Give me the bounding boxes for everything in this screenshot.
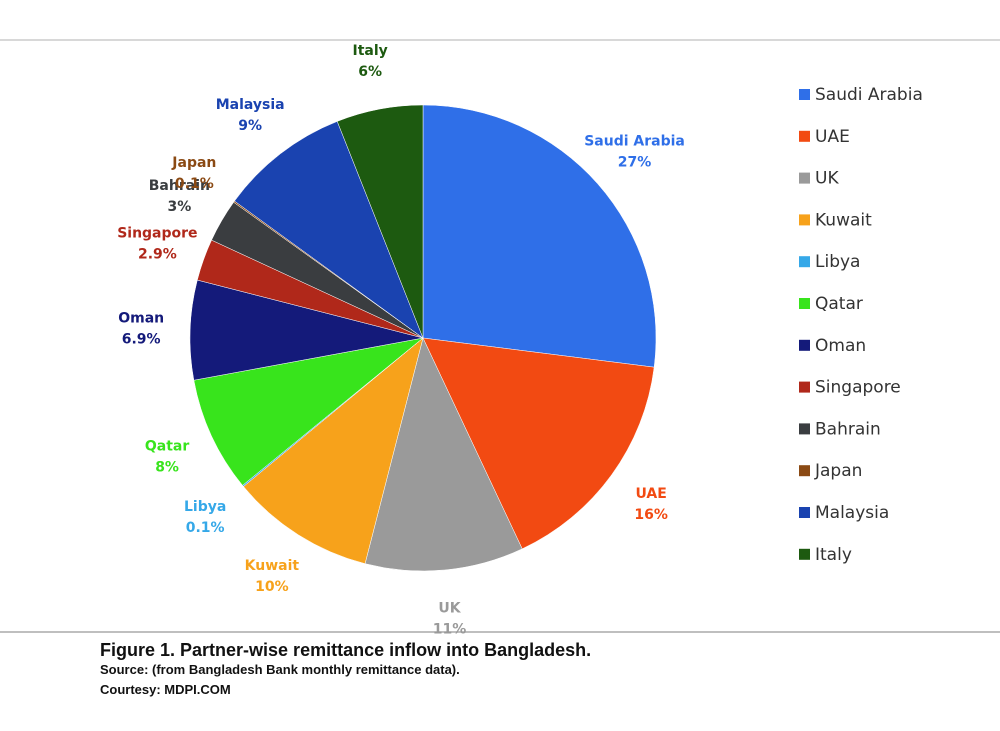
slice-label-value: 16%: [634, 507, 668, 523]
slice-label-value: 6%: [358, 64, 382, 80]
caption-courtesy: Courtesy: MDPI.COM: [100, 682, 231, 697]
legend-label: Saudi Arabia: [815, 85, 923, 105]
legend-label: Kuwait: [815, 210, 872, 230]
legend-label: UAE: [815, 127, 850, 147]
legend-swatch: [799, 172, 810, 184]
slice-label-name: Libya: [184, 499, 226, 515]
legend-swatch: [799, 214, 810, 226]
caption-source: Source: (from Bangladesh Bank monthly re…: [100, 662, 460, 677]
slice-label-name: Qatar: [145, 438, 189, 454]
pie-slice: [422, 337, 655, 550]
legend-swatch: [799, 423, 810, 435]
legend-label: Japan: [814, 461, 862, 481]
slice-label-name: Bahrain: [149, 178, 210, 194]
legend-swatch: [799, 465, 810, 477]
legend-swatch: [799, 298, 810, 309]
slice-label-value: 0.1%: [186, 520, 225, 536]
legend-label: Oman: [815, 336, 866, 356]
slice-label-name: Kuwait: [245, 558, 300, 574]
pie-slice: [364, 337, 523, 572]
slice-label-value: 8%: [155, 459, 179, 475]
slice-label-name: UK: [438, 601, 461, 617]
slice-label-value: 11%: [433, 622, 467, 638]
pie-slice: [243, 337, 424, 564]
slice-label-name: Japan: [171, 155, 216, 171]
slice-label-value: 27%: [618, 155, 652, 171]
legend-swatch: [799, 130, 810, 142]
slice-label-value: 3%: [167, 199, 191, 215]
slice-label-value: 10%: [255, 579, 289, 595]
legend-swatch: [799, 339, 810, 351]
legend-swatch: [799, 548, 810, 560]
legend-label: Italy: [815, 545, 852, 565]
slice-label-name: Singapore: [117, 225, 197, 241]
pie-slice: [422, 104, 657, 368]
legend-label: Singapore: [815, 378, 901, 398]
legend-label: Malaysia: [815, 503, 889, 523]
slice-label-value: 9%: [238, 118, 262, 134]
legend-swatch: [799, 381, 810, 393]
caption-title: Figure 1. Partner-wise remittance inflow…: [100, 640, 591, 660]
slice-label-name: Malaysia: [216, 97, 285, 113]
legend-label: Libya: [815, 252, 860, 272]
slice-label-value: 6.9%: [122, 331, 161, 347]
legend-label: Bahrain: [815, 419, 881, 439]
slice-label-name: Italy: [353, 43, 388, 59]
legend-label: Qatar: [815, 294, 863, 314]
slice-label-name: UAE: [635, 486, 666, 502]
legend-label: UK: [815, 169, 839, 189]
pie-slice: [336, 104, 424, 339]
pie-slice: [234, 121, 424, 339]
slice-label-value: 0.1%: [175, 176, 214, 192]
slice-label-name: Oman: [118, 310, 164, 326]
pie-slice: [193, 337, 424, 486]
slice-label-name: Saudi Arabia: [584, 134, 685, 150]
legend-swatch: [799, 89, 810, 100]
legend-swatch: [799, 507, 810, 518]
slice-label-value: 2.9%: [138, 246, 177, 262]
legend-swatch: [799, 256, 810, 268]
